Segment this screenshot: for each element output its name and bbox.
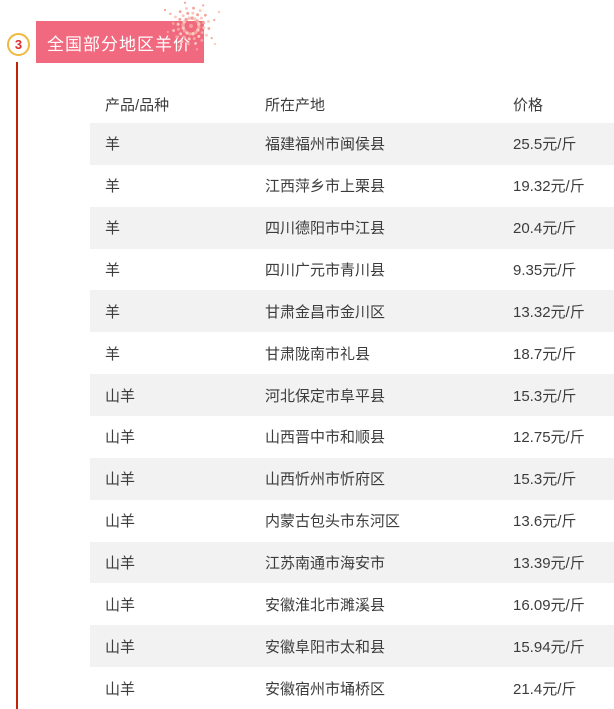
product-cell: 山羊 [105,387,136,405]
origin-cell: 江苏南通市海安市 [265,555,386,573]
table-row: 山羊 安徽淮北市濉溪县 16.09元/斤 [90,583,614,626]
origin-cell: 甘肃陇南市礼县 [265,345,371,363]
price-cell: 12.75元/斤 [513,429,585,447]
product-cell: 羊 [105,136,121,154]
price-cell: 9.35元/斤 [513,262,577,279]
product-cell: 山羊 [105,471,136,489]
table-row: 羊 江西萍乡市上栗县 19.32元/斤 [90,164,614,207]
price-cell: 18.7元/斤 [513,345,577,363]
table-header-row: 产品/品种 所在产地 价格 [90,85,614,123]
price-cell: 21.4元/斤 [513,680,577,698]
column-header-price: 价格 [513,96,544,114]
section-title: 全国部分地区羊价 [47,34,191,54]
origin-cell: 安徽宿州市埇桥区 [265,680,386,698]
price-cell: 13.39元/斤 [513,555,585,573]
origin-cell: 安徽阜阳市太和县 [265,638,386,656]
price-cell: 20.4元/斤 [513,220,577,238]
product-cell: 山羊 [105,429,136,447]
product-cell: 山羊 [105,555,136,573]
table-body: 羊 福建福州市闽侯县 25.5元/斤 羊 江西萍乡市上栗县 19.32元/斤 羊… [90,123,614,709]
product-cell: 羊 [105,220,121,238]
product-cell: 山羊 [105,596,136,614]
section-title-banner: 全国部分地区羊价 [36,21,204,63]
table-row: 山羊 山西忻州市忻府区 15.3元/斤 [90,457,614,500]
origin-cell: 山西忻州市忻府区 [265,471,386,489]
price-cell: 16.09元/斤 [513,596,585,614]
origin-cell: 安徽淮北市濉溪县 [265,596,386,614]
price-cell: 13.6元/斤 [513,513,577,531]
origin-cell: 甘肃金昌市金川区 [265,303,386,321]
product-cell: 羊 [105,178,121,196]
section-number-badge: 3 [7,33,30,56]
table-row: 山羊 安徽宿州市埇桥区 21.4元/斤 [90,667,614,709]
price-table: 产品/品种 所在产地 价格 羊 福建福州市闽侯县 25.5元/斤 羊 江西萍乡市… [90,85,614,709]
price-cell: 25.5元/斤 [513,136,577,154]
origin-cell: 四川德阳市中江县 [265,220,386,238]
price-cell: 15.94元/斤 [513,638,585,656]
table-row: 山羊 安徽阜阳市太和县 15.94元/斤 [90,625,614,668]
table-row: 羊 四川广元市青川县 9.35元/斤 [90,248,614,291]
product-cell: 羊 [105,262,121,279]
product-cell: 山羊 [105,513,136,531]
origin-cell: 河北保定市阜平县 [265,387,386,405]
origin-cell: 福建福州市闽侯县 [265,136,386,154]
origin-cell: 四川广元市青川县 [265,262,386,279]
product-cell: 羊 [105,345,121,363]
section-number: 3 [14,37,23,52]
table-row: 羊 四川德阳市中江县 20.4元/斤 [90,206,614,249]
table-row: 山羊 河北保定市阜平县 15.3元/斤 [90,374,614,417]
origin-cell: 山西晋中市和顺县 [265,429,386,447]
table-row: 山羊 江苏南通市海安市 13.39元/斤 [90,541,614,584]
origin-cell: 江西萍乡市上栗县 [265,178,386,196]
table-row: 羊 甘肃陇南市礼县 18.7元/斤 [90,332,614,375]
price-cell: 19.32元/斤 [513,178,585,196]
table-row: 羊 甘肃金昌市金川区 13.32元/斤 [90,290,614,333]
table-row: 山羊 山西晋中市和顺县 12.75元/斤 [90,416,614,458]
section-vertical-rule [16,62,18,709]
column-header-product: 产品/品种 [105,96,170,114]
column-header-origin: 所在产地 [265,96,326,114]
product-cell: 羊 [105,303,121,321]
product-cell: 山羊 [105,680,136,698]
price-cell: 15.3元/斤 [513,471,577,489]
table-row: 山羊 内蒙古包头市东河区 13.6元/斤 [90,499,614,542]
product-cell: 山羊 [105,638,136,656]
price-cell: 13.32元/斤 [513,303,585,321]
table-row: 羊 福建福州市闽侯县 25.5元/斤 [90,123,614,165]
origin-cell: 内蒙古包头市东河区 [265,513,401,531]
price-cell: 15.3元/斤 [513,387,577,405]
